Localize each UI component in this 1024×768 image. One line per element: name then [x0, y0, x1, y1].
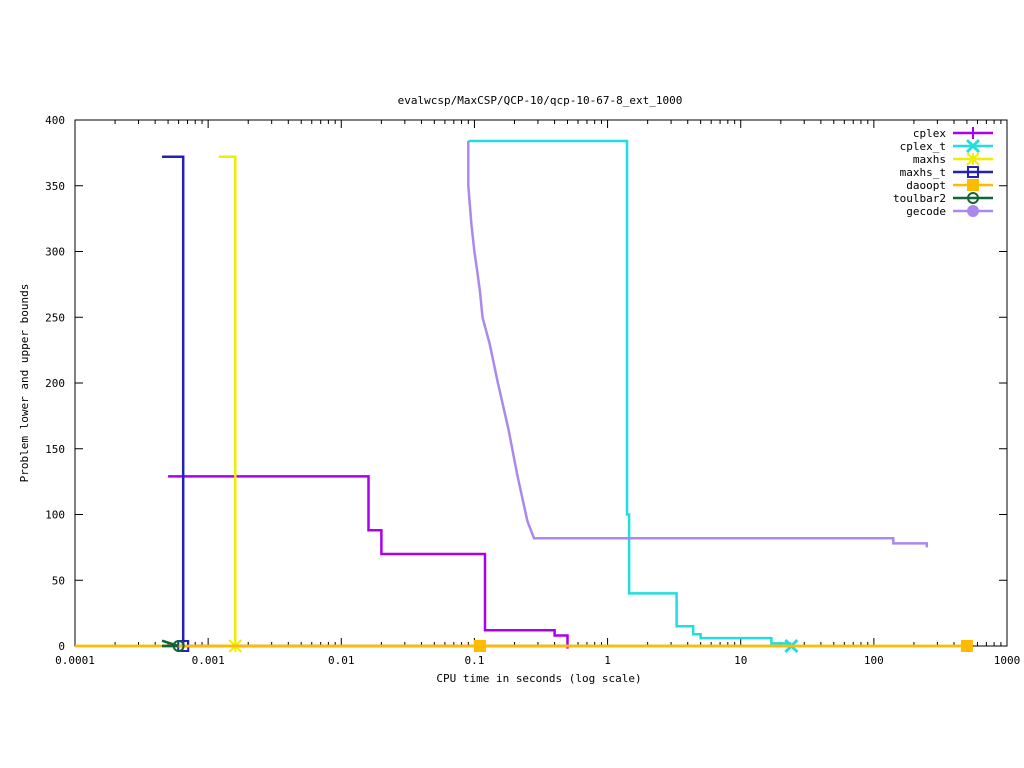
- series-gecode-upper-line: [467, 141, 929, 548]
- chart-title: evalwcsp/MaxCSP/QCP-10/qcp-10-67-8_ext_1…: [398, 94, 683, 107]
- legend-marker-daoopt: [967, 179, 979, 191]
- legend-marker-toulbar2: [967, 192, 979, 204]
- y-tick-label: 250: [45, 311, 65, 324]
- y-tick-label: 50: [52, 574, 65, 587]
- series-toulbar2-point: [172, 640, 185, 652]
- legend-marker-gecode: [967, 205, 979, 217]
- legend-marker-cplex_t: [965, 138, 981, 154]
- x-tick-label: 1: [604, 654, 611, 667]
- series-toulbar2-upper-line: [161, 639, 179, 648]
- y-tick-label: 350: [45, 180, 65, 193]
- legend-label: gecode: [906, 205, 946, 218]
- series-maxhs-upper-line: [218, 155, 237, 646]
- legend-label: toulbar2: [893, 192, 946, 205]
- legend-marker-cplex: [967, 127, 979, 139]
- x-tick-label: 100: [864, 654, 884, 667]
- y-tick-label: 100: [45, 509, 65, 522]
- x-tick-label: 1000: [994, 654, 1021, 667]
- x-tick-label: 0.01: [328, 654, 355, 667]
- x-tick-label: 0.1: [464, 654, 484, 667]
- x-tick-label: 10: [734, 654, 747, 667]
- y-axis-label: Problem lower and upper bounds: [18, 284, 31, 483]
- legend-label: maxhs: [913, 153, 946, 166]
- y-tick-label: 300: [45, 246, 65, 259]
- legend-label: maxhs_t: [900, 166, 946, 179]
- series-cplex_t-upper-line: [468, 139, 792, 645]
- legend-label: cplex_t: [900, 140, 946, 153]
- x-tick-label: 0.0001: [55, 654, 95, 667]
- legend-marker-maxhs: [966, 152, 980, 166]
- series-maxhs_t-upper-line: [162, 155, 185, 646]
- legend-label: daoopt: [906, 179, 946, 192]
- series-cplex-upper-line: [168, 475, 569, 649]
- series-daoopt-point: [473, 640, 486, 652]
- series-daoopt-point: [960, 640, 973, 652]
- legend-label: cplex: [913, 127, 946, 140]
- y-tick-label: 400: [45, 114, 65, 127]
- y-tick-label: 0: [58, 640, 65, 653]
- x-axis-label: CPU time in seconds (log scale): [436, 672, 641, 685]
- y-tick-label: 200: [45, 377, 65, 390]
- plot-frame: [74, 119, 1008, 647]
- y-tick-label: 150: [45, 443, 65, 456]
- x-tick-label: 0.001: [192, 654, 225, 667]
- legend-marker-maxhs_t: [967, 166, 979, 178]
